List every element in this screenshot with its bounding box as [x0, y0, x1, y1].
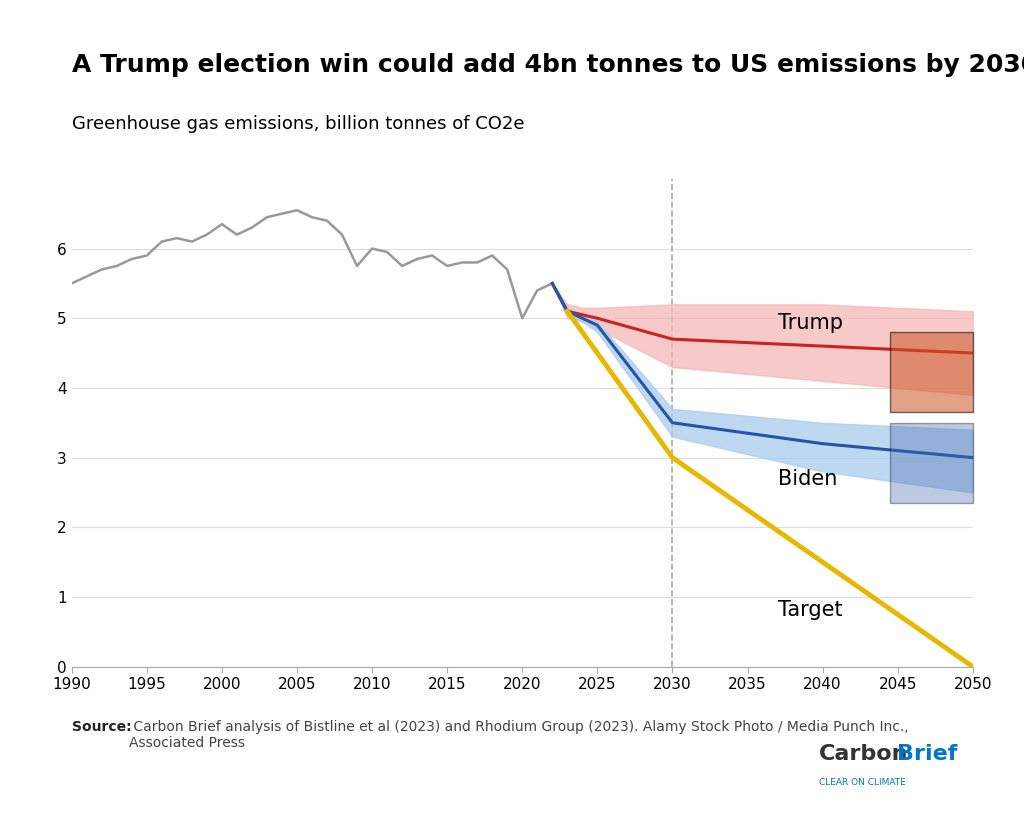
- Text: Biden: Biden: [777, 469, 837, 489]
- FancyBboxPatch shape: [890, 333, 973, 412]
- Text: Greenhouse gas emissions, billion tonnes of CO2e: Greenhouse gas emissions, billion tonnes…: [72, 115, 524, 133]
- Text: A Trump election win could add 4bn tonnes to US emissions by 2030: A Trump election win could add 4bn tonne…: [72, 53, 1024, 77]
- Text: Target: Target: [777, 601, 842, 620]
- Text: Carbon Brief analysis of Bistline et al (2023) and Rhodium Group (2023). Alamy S: Carbon Brief analysis of Bistline et al …: [129, 720, 908, 750]
- Text: Brief: Brief: [897, 745, 957, 764]
- Text: Trump: Trump: [777, 313, 843, 333]
- Text: Carbon: Carbon: [819, 745, 908, 764]
- FancyBboxPatch shape: [890, 423, 973, 503]
- Text: Source:: Source:: [72, 720, 131, 733]
- Text: CLEAR ON CLIMATE: CLEAR ON CLIMATE: [819, 777, 906, 787]
